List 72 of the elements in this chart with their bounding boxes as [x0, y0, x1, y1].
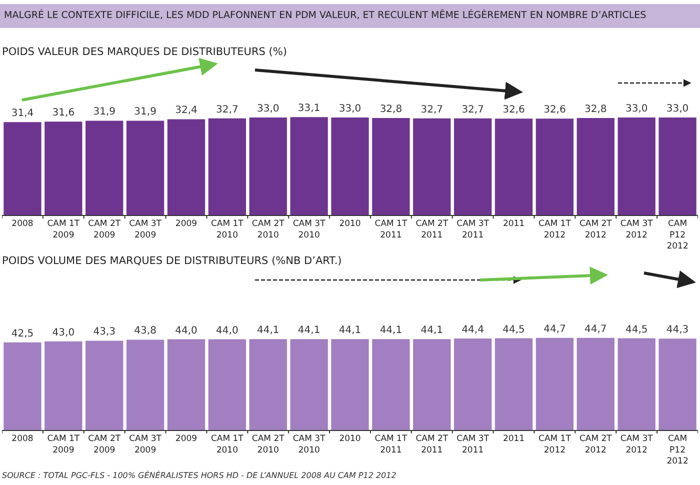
x-tick-label: CAM 1T 2009 — [47, 434, 80, 456]
chart-title: POIDS VOLUME DES MARQUES DE DISTRIBUTEURS (%NB D’ART.) — [2, 255, 342, 267]
x-tick-label: CAM 3T 2012 — [620, 434, 654, 456]
x-tick-label: CAM P12 2012 — [666, 219, 688, 252]
data-label: 32,8 — [380, 104, 402, 116]
x-tick-label: CAM 2T 2010 — [252, 434, 286, 456]
x-tick-label: CAM 2T 2012 — [579, 219, 613, 240]
x-tick-label: 2009 — [175, 219, 198, 230]
data-label: 44,4 — [462, 324, 484, 336]
data-label: 32,8 — [584, 104, 607, 116]
data-label: 44,0 — [216, 325, 238, 336]
data-label: 44,1 — [380, 325, 402, 336]
data-label: 32,6 — [544, 104, 566, 116]
x-tick-label: CAM 3T 2012 — [620, 219, 654, 240]
data-label: 44,5 — [625, 324, 648, 336]
x-tick-label: CAM 3T 2010 — [292, 219, 326, 240]
x-tick-label: 2008 — [12, 434, 34, 444]
x-tick-label: 2008 — [12, 219, 34, 230]
data-label: 31,4 — [11, 108, 34, 120]
data-label: 44,5 — [502, 324, 525, 336]
data-label: 32,6 — [502, 104, 525, 116]
x-tick-label: CAM 2T 2011 — [416, 434, 449, 456]
data-label: 43,3 — [93, 326, 116, 338]
x-tick-label: CAM 1T 2010 — [210, 219, 244, 240]
x-tick-label: CAM 1T 2011 — [374, 434, 408, 456]
x-tick-label: CAM 3T 2010 — [292, 434, 326, 456]
data-label: 44,1 — [338, 325, 362, 336]
x-tick-label: CAM 2T 2009 — [88, 219, 122, 240]
data-label: 44,1 — [256, 325, 280, 336]
x-tick-label: 2009 — [175, 434, 198, 444]
data-label: 33,0 — [666, 103, 689, 114]
data-label: 33,1 — [298, 103, 320, 114]
x-tick-label: CAM 3T 2009 — [129, 434, 162, 456]
x-tick-label: CAM 1T 2011 — [374, 219, 408, 240]
x-tick-label: CAM 2T 2010 — [252, 219, 286, 240]
x-tick-label: CAM 1T 2012 — [538, 219, 572, 240]
data-label: 44,1 — [420, 325, 444, 336]
data-label: 31,6 — [52, 108, 75, 119]
data-label: 32,7 — [462, 104, 484, 116]
chart-title: MALGRÉ LE CONTEXTE DIFFICILE, LES MDD PLAFONNENT EN PDM VALEUR, ET RECULENT MÊME LÉGÈREMENT EN NOMBRE D’ARTICLES — [0, 4, 700, 28]
data-label: 43,0 — [52, 327, 75, 338]
data-label: 31,9 — [134, 106, 156, 118]
data-label: 33,0 — [625, 103, 648, 114]
x-tick-label: 2011 — [502, 434, 525, 444]
data-label: 33,0 — [256, 103, 280, 114]
x-tick-label: CAM 3T 2009 — [129, 219, 162, 240]
data-label: 44,7 — [544, 324, 566, 335]
data-label: 31,9 — [93, 106, 116, 118]
data-label: 43,8 — [134, 326, 156, 337]
x-tick-label: CAM 2T 2011 — [416, 219, 449, 240]
x-tick-label: 2011 — [502, 219, 525, 230]
data-label: 44,7 — [584, 324, 607, 335]
x-tick-label: 2010 — [339, 219, 361, 230]
x-tick-label: CAM 3T 2011 — [456, 434, 490, 456]
x-tick-label: CAM 1T 2010 — [210, 434, 244, 456]
source-note: SOURCE : TOTAL PGC-FLS - 100% GÉNÉRALISTES HORS HD - DE L’ANNUEL 2008 AU CAM P12 2012 — [2, 471, 396, 480]
data-label: 44,1 — [298, 325, 320, 336]
x-tick-label: CAM 2T 2012 — [579, 434, 613, 456]
x-tick-label: CAM 1T 2009 — [47, 219, 80, 240]
x-tick-label: CAM P12 2012 — [666, 434, 688, 466]
data-label: 32,7 — [216, 104, 238, 116]
data-label: 44,3 — [666, 324, 689, 336]
x-tick-label: CAM 3T 2011 — [456, 219, 490, 240]
x-tick-label: CAM 2T 2009 — [88, 434, 122, 456]
data-label: 33,0 — [338, 103, 362, 114]
chart-subtitle: POIDS VALEUR DES MARQUES DE DISTRIBUTEURS (%) — [2, 46, 287, 58]
data-label: 42,5 — [11, 328, 34, 340]
x-tick-label: 2010 — [339, 434, 361, 444]
data-label: 32,4 — [175, 105, 198, 116]
data-label: 44,0 — [175, 325, 198, 336]
x-tick-label: CAM 1T 2012 — [538, 434, 572, 456]
data-label: 32,7 — [420, 104, 444, 116]
